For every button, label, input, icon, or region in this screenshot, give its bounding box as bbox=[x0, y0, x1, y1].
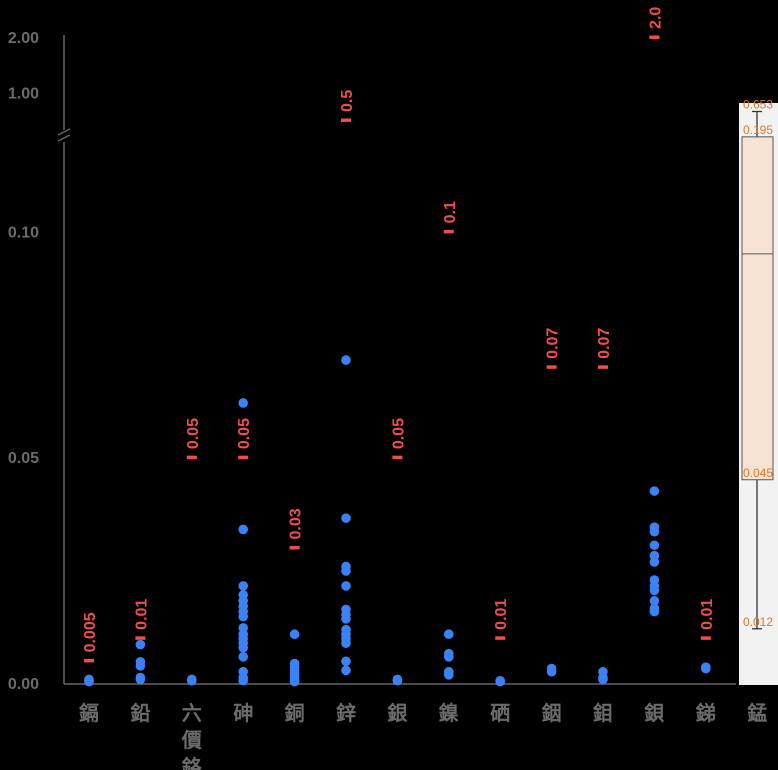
box-value-label: 0.012 bbox=[743, 615, 773, 629]
sample-point bbox=[135, 661, 146, 671]
limit-marker bbox=[289, 546, 300, 550]
x-category-label: 銀 bbox=[387, 701, 407, 725]
sample-point bbox=[649, 595, 660, 606]
sample-point bbox=[444, 652, 454, 662]
sample-point bbox=[341, 665, 351, 676]
x-category-label: 鎘 bbox=[79, 701, 99, 725]
x-category-label: 鉬 bbox=[593, 701, 613, 725]
sample-point bbox=[392, 674, 403, 685]
limit-marker bbox=[598, 365, 608, 369]
sample-point bbox=[649, 540, 660, 551]
box-value-label: 0.045 bbox=[743, 466, 773, 480]
x-category-label: 六價鉻 bbox=[181, 701, 203, 770]
limit-marker bbox=[495, 636, 506, 640]
sample-point bbox=[238, 642, 248, 653]
y-tick-label: 0.05 bbox=[8, 450, 39, 467]
limit-label: 0.05 bbox=[236, 418, 253, 449]
sample-point bbox=[444, 629, 454, 640]
limit-label: 0.01 bbox=[133, 599, 150, 630]
y-tick-label: 1.00 bbox=[8, 85, 39, 102]
sample-point bbox=[238, 524, 248, 535]
sample-point bbox=[546, 666, 557, 677]
x-category-label: 鉛 bbox=[130, 701, 150, 725]
limit-marker bbox=[392, 455, 403, 460]
sample-point bbox=[341, 614, 351, 624]
x-category-label: 鎳 bbox=[439, 701, 459, 725]
limit-marker bbox=[546, 365, 557, 369]
sample-point bbox=[495, 675, 506, 686]
limit-label: 0.07 bbox=[545, 328, 562, 359]
limit-label: 0.5 bbox=[339, 90, 356, 112]
axis-break-mark bbox=[57, 128, 71, 136]
sample-point bbox=[649, 486, 660, 496]
sample-point bbox=[187, 674, 197, 685]
limit-marker bbox=[238, 455, 249, 460]
limit-marker bbox=[443, 229, 454, 234]
sample-point bbox=[135, 674, 146, 685]
box-value-label: 0.195 bbox=[743, 123, 773, 137]
limit-label: 0.1 bbox=[442, 201, 459, 223]
limit-marker bbox=[135, 636, 146, 640]
sample-point bbox=[598, 674, 608, 685]
limit-label: 0.05 bbox=[390, 418, 407, 449]
limit-label: 0.01 bbox=[699, 599, 716, 630]
axis-break-mark bbox=[57, 134, 71, 142]
x-category-label: 鋅 bbox=[336, 701, 356, 725]
x-category-label: 砷 bbox=[233, 701, 253, 725]
limit-marker bbox=[186, 455, 197, 460]
sample-point bbox=[238, 611, 248, 622]
sample-point bbox=[341, 638, 351, 649]
limit-label: 0.03 bbox=[288, 508, 305, 539]
limit-marker bbox=[700, 636, 711, 640]
x-category-label: 銦 bbox=[542, 701, 562, 725]
sample-point bbox=[238, 398, 248, 408]
x-category-label: 銅 bbox=[285, 701, 305, 725]
sample-point bbox=[701, 663, 711, 674]
box-iqr-rect bbox=[741, 136, 774, 481]
sample-point bbox=[289, 629, 300, 640]
sample-point bbox=[444, 670, 454, 680]
box-value-label: 0.653 bbox=[743, 98, 773, 112]
limit-label: 0.07 bbox=[596, 328, 613, 359]
sample-point bbox=[341, 566, 351, 576]
x-category-label: 銻 bbox=[696, 701, 716, 725]
sample-point bbox=[649, 606, 660, 617]
sample-point bbox=[649, 557, 660, 567]
x-category-label: 錳 bbox=[747, 701, 767, 725]
sample-point bbox=[649, 526, 660, 537]
sample-point bbox=[238, 675, 248, 686]
sample-point bbox=[289, 676, 300, 687]
limit-label: 0.005 bbox=[82, 612, 99, 652]
sample-point bbox=[649, 585, 660, 596]
sample-point bbox=[341, 355, 351, 365]
sample-point bbox=[238, 652, 248, 662]
sample-point bbox=[341, 656, 351, 667]
limit-label: 0.01 bbox=[493, 599, 510, 630]
limit-label: 2.0 bbox=[647, 7, 664, 29]
x-category-label: 鋇 bbox=[643, 701, 664, 725]
limit-label: 0.05 bbox=[185, 418, 202, 449]
sample-point bbox=[135, 639, 146, 650]
y-tick-label: 2.00 bbox=[8, 30, 39, 47]
sample-point bbox=[341, 581, 351, 591]
limit-marker bbox=[341, 118, 351, 122]
x-category-label: 硒 bbox=[490, 701, 510, 725]
y-tick-label: 0.00 bbox=[8, 676, 39, 693]
sample-point bbox=[238, 581, 248, 591]
limit-marker bbox=[84, 658, 94, 663]
sample-point bbox=[84, 674, 94, 685]
limit-marker bbox=[649, 35, 660, 39]
y-tick-label: 0.10 bbox=[8, 224, 39, 241]
sample-point bbox=[341, 513, 351, 523]
